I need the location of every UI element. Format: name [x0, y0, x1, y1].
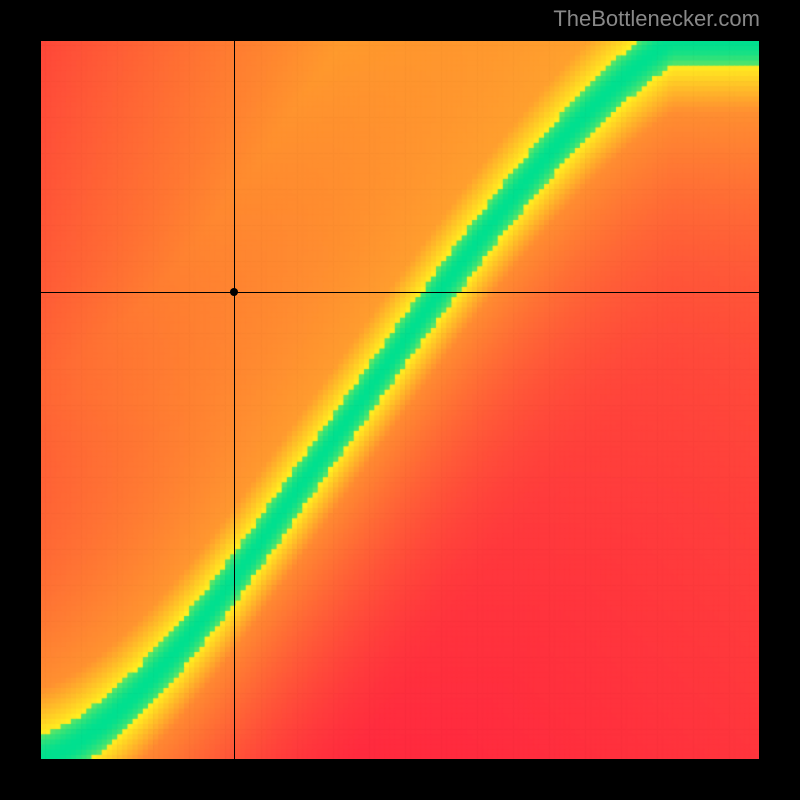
marker-point [230, 288, 238, 296]
watermark-text: TheBottlenecker.com [553, 6, 760, 32]
crosshair-vertical [234, 40, 235, 760]
crosshair-horizontal [40, 292, 760, 293]
heatmap-canvas [40, 40, 760, 760]
heatmap-plot [40, 40, 760, 760]
